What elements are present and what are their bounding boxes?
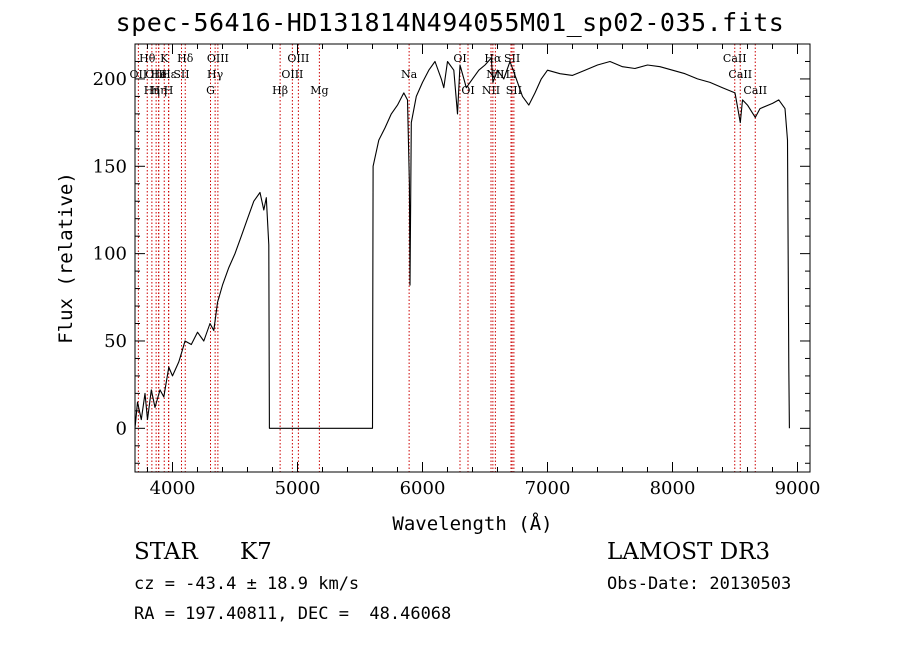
line-label: He bbox=[151, 68, 167, 81]
x-tick-label: 6000 bbox=[400, 478, 446, 499]
line-label: Hη bbox=[151, 84, 167, 97]
line-label: OIII bbox=[281, 68, 303, 81]
line-label: SII bbox=[506, 84, 522, 97]
y-tick-label: 50 bbox=[104, 331, 127, 352]
line-label: Hα bbox=[484, 52, 502, 65]
x-axis-label: Wavelength (Å) bbox=[392, 512, 552, 535]
line-label: Hβ bbox=[272, 84, 288, 97]
line-label: Hη bbox=[144, 84, 160, 97]
object-subclass: K7 bbox=[240, 539, 272, 565]
line-label: H bbox=[164, 84, 174, 97]
spectrum-line bbox=[134, 57, 790, 429]
observation-date: Obs-Date: 20130503 bbox=[607, 574, 792, 594]
line-label: OI bbox=[453, 52, 466, 65]
line-label: Li bbox=[506, 68, 517, 81]
x-tick-label: 7000 bbox=[525, 478, 571, 499]
line-label: OI bbox=[461, 84, 474, 97]
line-label: NII bbox=[486, 68, 504, 81]
line-label: OIII bbox=[287, 52, 309, 65]
line-label: Hγ bbox=[207, 68, 224, 81]
chart-title: spec-56416-HD131814N494055M01_sp02-035.f… bbox=[115, 8, 785, 37]
spectrum-series bbox=[134, 57, 790, 429]
line-label: Hθ bbox=[139, 52, 156, 65]
y-axis-label: Flux (relative) bbox=[55, 172, 77, 344]
survey-name: LAMOST DR3 bbox=[607, 539, 771, 565]
y-tick-label: 200 bbox=[93, 69, 127, 90]
line-label: CaII bbox=[743, 84, 767, 97]
line-label: OIII bbox=[207, 52, 229, 65]
x-tick-label: 5000 bbox=[275, 478, 321, 499]
line-label: OIII bbox=[145, 68, 167, 81]
line-label: NII bbox=[482, 84, 500, 97]
line-label: Hε bbox=[161, 68, 177, 81]
line-label: CaII bbox=[728, 68, 752, 81]
line-label: G bbox=[206, 84, 215, 97]
coordinates: RA = 197.40811, DEC = 48.46068 bbox=[134, 604, 452, 624]
axes: 4000 5000 6000 7000 8000 9000 0 50 100 150 200 bbox=[93, 44, 821, 499]
plot-frame bbox=[134, 43, 811, 473]
x-tick-label: 9000 bbox=[775, 478, 821, 499]
line-labels: OIIHθOIIIHeHηHηKHHεSIIHδGHγOIIIHβOIIIOII… bbox=[130, 52, 768, 97]
line-label: K bbox=[160, 52, 169, 65]
x-tick-label: 4000 bbox=[150, 478, 196, 499]
object-class: STAR bbox=[134, 539, 198, 565]
y-tick-label: 150 bbox=[93, 156, 127, 177]
line-label: OII bbox=[130, 68, 148, 81]
y-tick-label: 100 bbox=[93, 244, 127, 265]
x-tick-label: 8000 bbox=[650, 478, 696, 499]
line-label: Na bbox=[401, 68, 418, 81]
line-label: CaII bbox=[723, 52, 747, 65]
line-label: SII bbox=[173, 68, 189, 81]
emission-line-markers bbox=[137, 44, 756, 472]
line-label: Hδ bbox=[177, 52, 194, 65]
line-label: SII bbox=[504, 52, 520, 65]
redshift-info: cz = -43.4 ± 18.9 km/s bbox=[134, 574, 360, 594]
y-tick-label: 0 bbox=[116, 418, 127, 439]
line-label: Mg bbox=[310, 84, 328, 97]
